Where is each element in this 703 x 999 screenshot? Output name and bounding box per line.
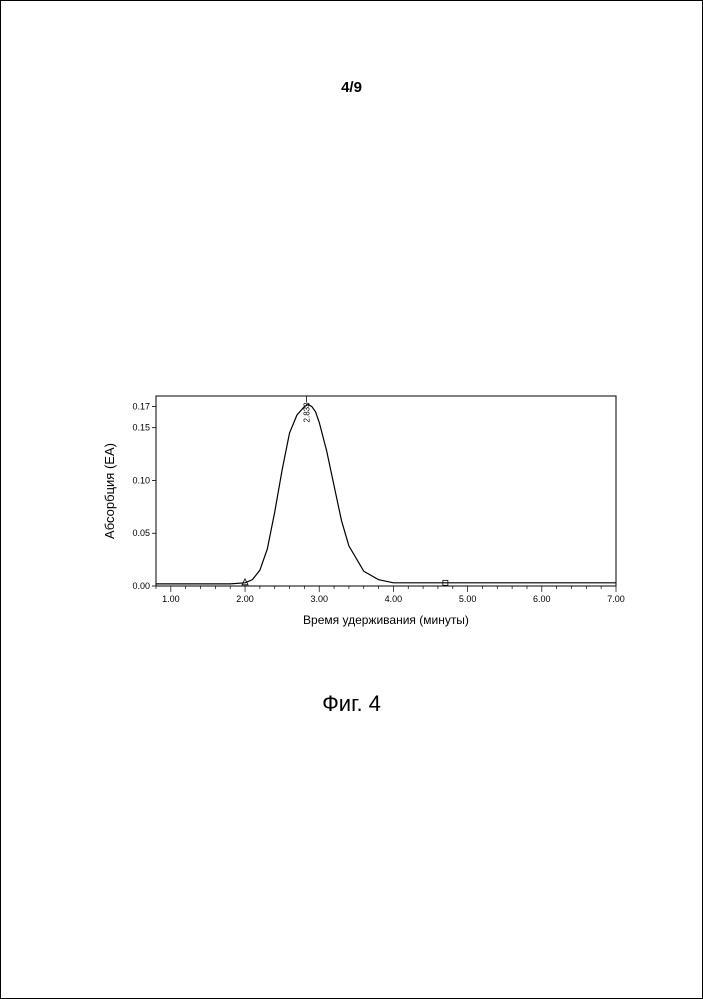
y-tick-label: 0.15 xyxy=(132,423,150,433)
page-number: 4/9 xyxy=(341,79,362,96)
page-frame: 4/9 2.833 0.00 0.05 0.10 0.15 0.17 1.00 2.00 3… xyxy=(0,0,703,999)
x-tick-label: 1.00 xyxy=(162,594,180,604)
peak-label: 2.833 xyxy=(303,402,312,423)
figure-caption: Фиг. 4 xyxy=(322,691,381,717)
y-ticks: 0.00 0.05 0.10 0.15 0.17 xyxy=(132,402,156,591)
chromatogram-curve xyxy=(156,404,616,583)
chromatogram-chart: 2.833 0.00 0.05 0.10 0.15 0.17 1.00 2.00 3.00 4… xyxy=(96,391,626,671)
chart-svg: 2.833 0.00 0.05 0.10 0.15 0.17 1.00 2.00 3.00 4… xyxy=(96,391,626,671)
y-tick-label: 0.17 xyxy=(132,402,150,412)
y-axis-label: Абсорбция (EA) xyxy=(102,443,117,539)
x-tick-label: 3.00 xyxy=(310,594,328,604)
x-tick-label: 6.00 xyxy=(533,594,551,604)
x-ticks: 1.00 2.00 3.00 4.00 5.00 6.00 7.00 xyxy=(156,586,625,604)
x-tick-label: 2.00 xyxy=(236,594,254,604)
x-tick-label: 7.00 xyxy=(607,594,625,604)
x-tick-label: 4.00 xyxy=(385,594,403,604)
y-tick-label: 0.10 xyxy=(132,475,150,485)
x-axis-label: Время удерживания (минуты) xyxy=(303,613,469,627)
y-tick-label: 0.00 xyxy=(132,581,150,591)
y-tick-label: 0.05 xyxy=(132,528,150,538)
baseline-markers xyxy=(242,579,448,586)
plot-border xyxy=(156,396,616,586)
x-tick-label: 5.00 xyxy=(459,594,477,604)
